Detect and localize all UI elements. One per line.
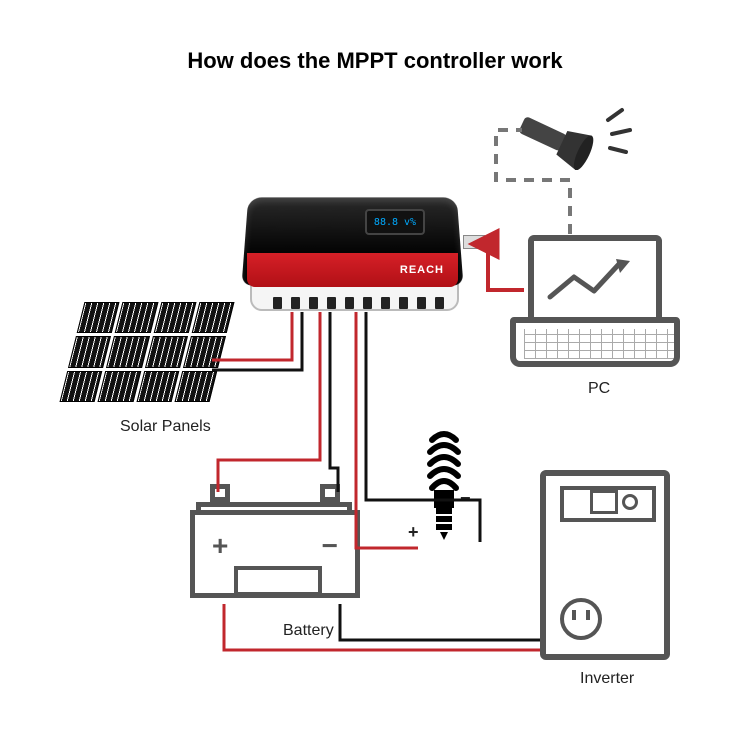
flashlight-icon <box>510 100 640 175</box>
solar-panel-icon <box>57 300 237 404</box>
diagram-title: How does the MPPT controller work <box>0 48 750 74</box>
controller-brand: REACH <box>400 264 444 276</box>
battery-label: Battery <box>283 622 334 640</box>
mppt-controller-icon: 88.8 v% REACH <box>245 195 465 315</box>
inverter-icon <box>540 470 670 660</box>
bulb-icon <box>420 430 468 540</box>
pc-icon <box>510 235 680 370</box>
pc-label: PC <box>588 380 610 398</box>
solar-label: Solar Panels <box>120 418 211 436</box>
controller-display: 88.8 v% <box>365 209 425 235</box>
usb-port-icon <box>463 235 485 249</box>
bulb-minus: − <box>460 488 471 509</box>
controller-ports-icon <box>273 297 444 309</box>
diagram-canvas: How does the MPPT controller work Solar … <box>0 0 750 750</box>
bulb-plus: + <box>408 522 419 543</box>
battery-icon: + − <box>190 490 360 600</box>
inverter-label: Inverter <box>580 670 634 688</box>
chart-icon <box>546 257 646 307</box>
